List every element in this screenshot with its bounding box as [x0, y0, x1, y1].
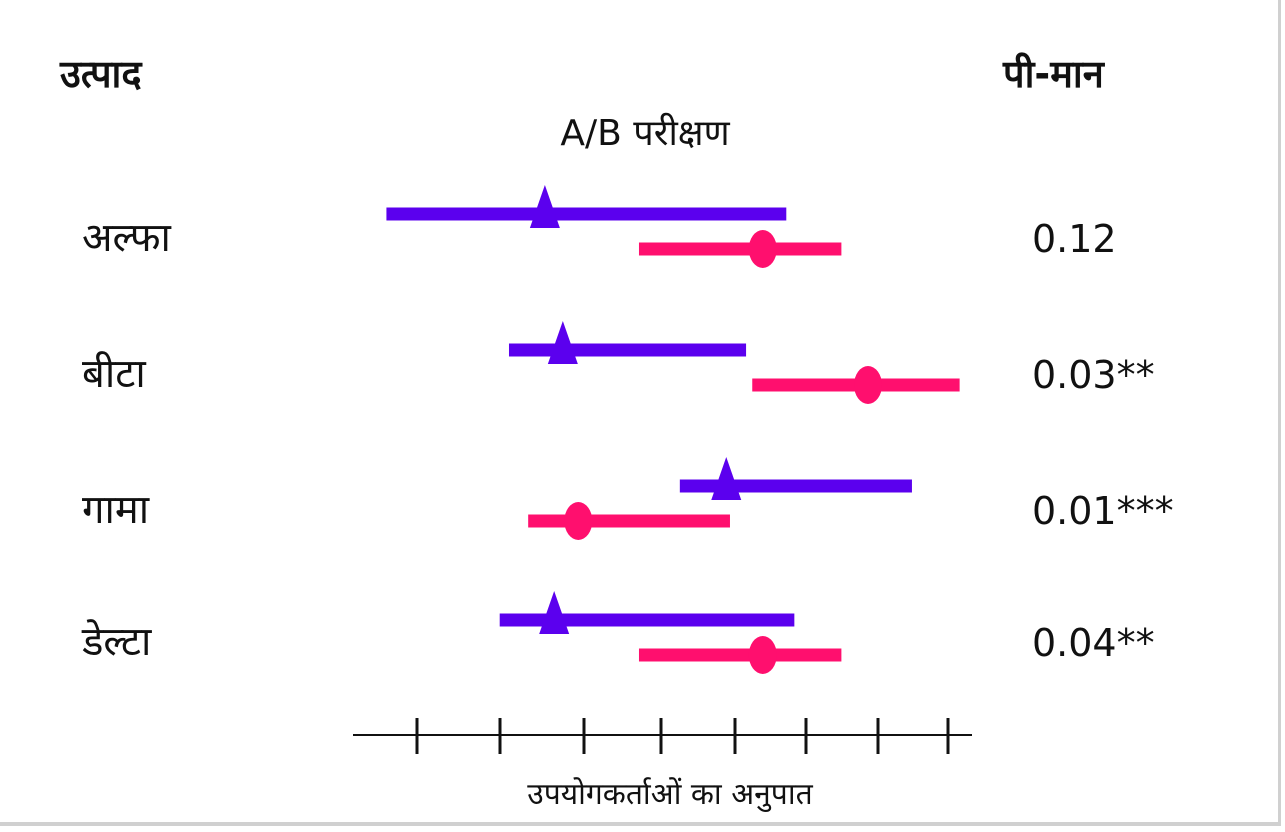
row-label-gamma: गामा [82, 487, 150, 533]
ci-alpha-triangle-point [529, 185, 560, 228]
p-value-gamma: 0.01*** [1032, 489, 1174, 533]
ci-delta-triangle-point [539, 591, 570, 634]
p-value-delta: 0.04** [1032, 621, 1155, 665]
ci-beta-circle-point [854, 366, 883, 404]
row-label-alpha: अल्फा [82, 215, 171, 261]
ci-alpha-circle-point [748, 230, 777, 268]
ci-delta-circle-point [748, 636, 777, 674]
chart-title: A/B परीक्षण [560, 113, 730, 154]
ci-gamma-circle-point [564, 502, 593, 540]
ci-beta-triangle-point [547, 321, 578, 364]
ci-gamma-triangle-point [711, 457, 742, 500]
x-axis-label: उपयोगकर्ताओं का अनुपात [527, 777, 813, 812]
row-label-beta: बीटा [82, 351, 146, 397]
plot-rows [386, 185, 960, 674]
p-value-beta: 0.03** [1032, 353, 1155, 397]
product-column-header: उत्पाद [60, 52, 142, 96]
p-value-column-header: पी-मान [1003, 52, 1104, 96]
row-label-delta: डेल्टा [82, 619, 152, 665]
p-value-alpha: 0.12 [1032, 217, 1117, 261]
x-axis-ticks [415, 718, 950, 754]
